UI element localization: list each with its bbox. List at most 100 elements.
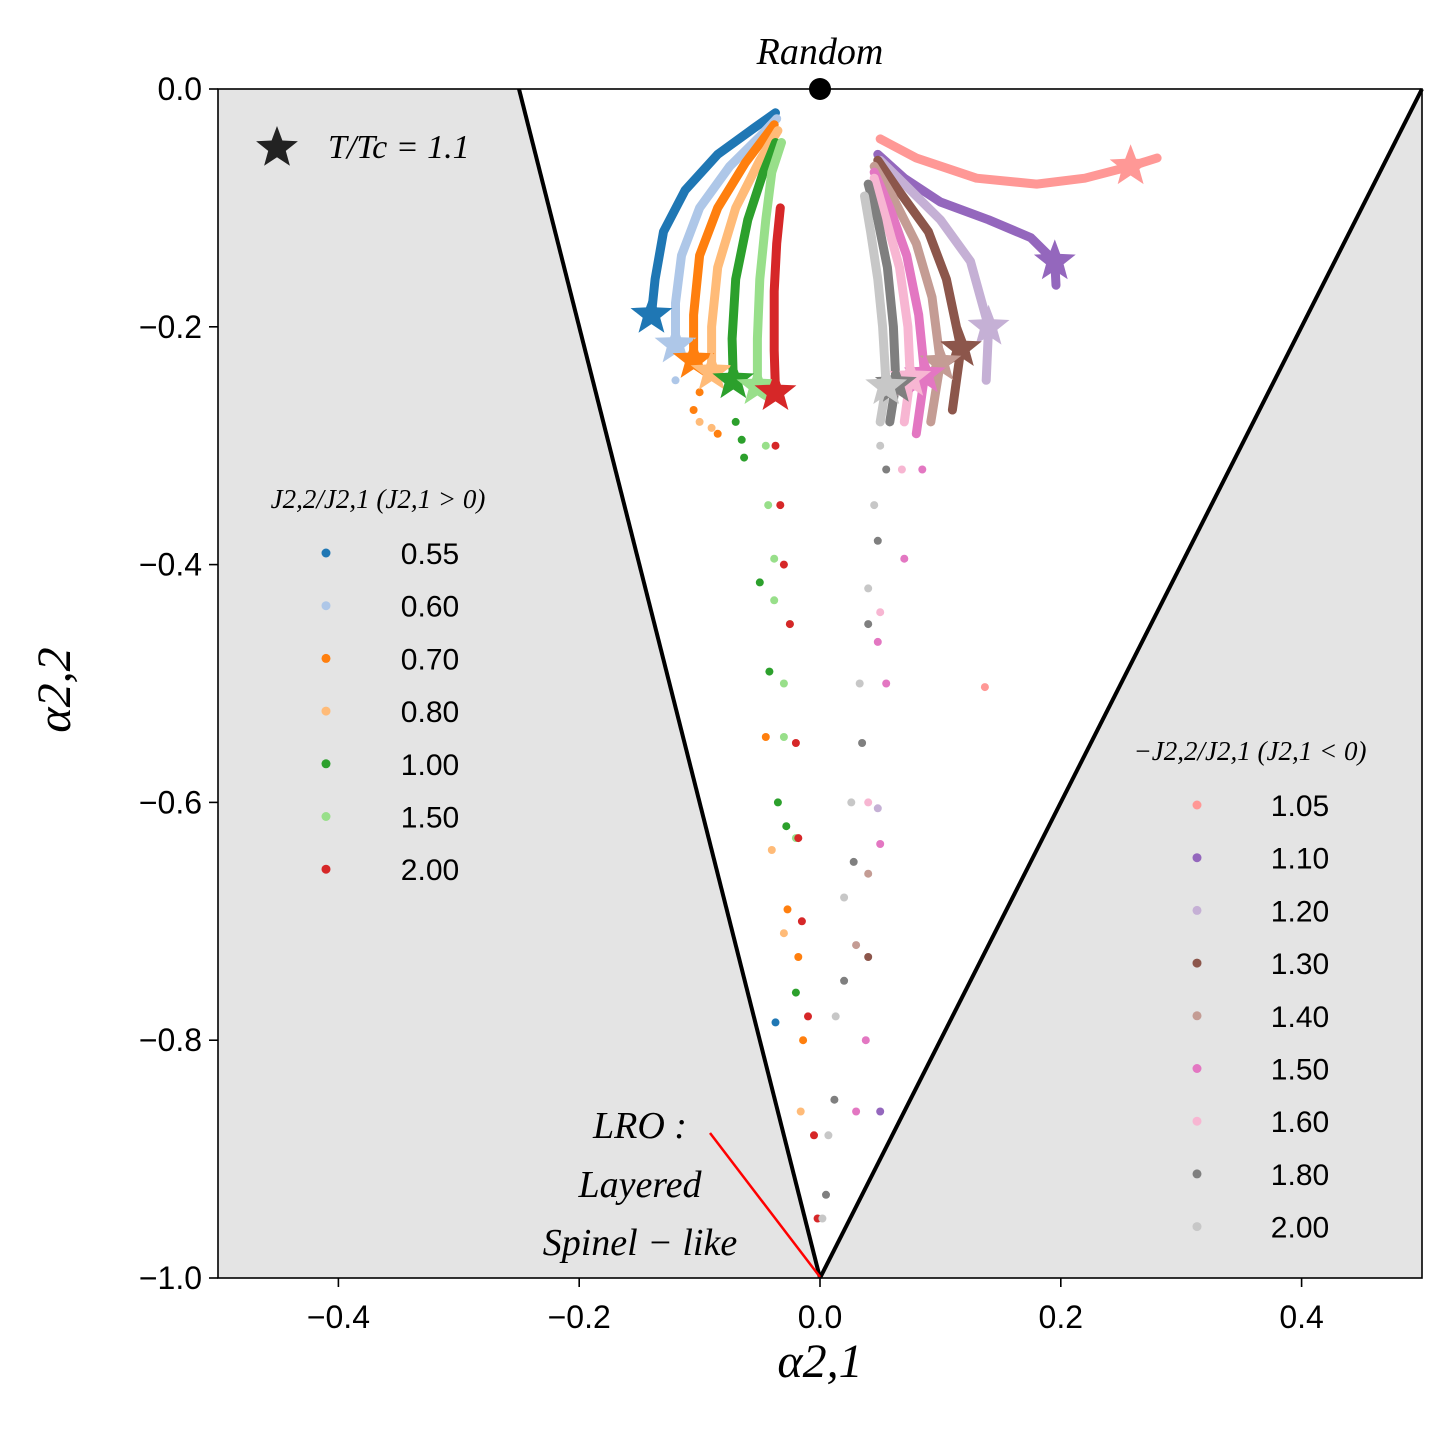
series-star-1.30 (939, 326, 982, 366)
legend-negative-entry-marker (1192, 958, 1202, 968)
legend-negative-entry-label: 1.05 (1271, 790, 1329, 823)
y-tick-label: −0.6 (139, 784, 202, 820)
legend-positive-entry-label: 0.60 (401, 591, 459, 624)
series-point-2.00 (847, 798, 856, 807)
star-legend-label: T/Tc = 1.1 (328, 129, 470, 166)
series-point-0.70 (783, 905, 792, 914)
series-point-1.60 (897, 465, 906, 474)
legend-negative-entry-label: 1.50 (1271, 1054, 1329, 1087)
series-curve-1.00 (727, 138, 780, 385)
series-point-1.50 (873, 637, 882, 646)
series-star-1.05 (1109, 144, 1152, 185)
series-point-1.00 (791, 988, 800, 997)
series-point-1.60 (864, 798, 873, 807)
series-point-0.60 (671, 376, 680, 385)
legend-negative-entry-label: 1.10 (1271, 843, 1329, 876)
series-point-0.80 (779, 929, 788, 938)
series-point-1.80 (882, 465, 891, 474)
series-point-1.50 (764, 501, 773, 510)
series-point-0.70 (713, 429, 722, 438)
lro-annotation-line-3: Spinel − like (543, 1222, 738, 1264)
series-curve-1.30 (873, 155, 966, 415)
series-star-0.80 (690, 350, 733, 390)
legend-positive-entries: 0.55 0.60 0.70 0.80 1.00 1.50 2.00 (321, 538, 459, 887)
random-label: Random (756, 31, 884, 73)
series-point-0.80 (767, 846, 776, 854)
legend-negative-entry-label: 1.40 (1271, 1001, 1329, 1034)
series-point-2.00 (779, 560, 788, 569)
legend-positive-entry-marker (321, 548, 331, 558)
x-axis-ticks: −0.4 −0.2 0.0 0.2 0.4 (307, 1278, 1324, 1335)
series-point-1.50 (770, 554, 779, 563)
legend-negative-entry-marker (1192, 853, 1202, 863)
series-point-0.70 (794, 953, 803, 961)
series-point-2.00 (797, 917, 806, 926)
series-point-1.10 (876, 1107, 885, 1116)
series-star-1.50 (736, 364, 779, 404)
series-point-2.00 (810, 1131, 818, 1140)
series-point-0.70 (761, 733, 770, 741)
legend-negative-entry-marker (1192, 800, 1202, 810)
series-star-1.20 (967, 304, 1010, 345)
y-axis-ticks: 0.0 −0.2 −0.4 −0.6 −0.8 −1.0 (139, 71, 218, 1296)
series-point-1.50 (876, 840, 885, 848)
series-point-0.70 (799, 1036, 808, 1045)
series-star-2.00 (865, 364, 908, 404)
series-point-2.00 (831, 1012, 840, 1021)
series-star-1.60 (889, 355, 932, 396)
series-point-1.50 (761, 441, 770, 450)
legend-positive-entry-marker (321, 864, 331, 874)
series-point-2.00 (791, 739, 800, 747)
lro-annotation-line-2: Layered (577, 1164, 702, 1206)
series-curve-0.55 (646, 108, 780, 320)
right-boundary-line (818, 88, 1424, 1279)
legend-positive-entry-marker (321, 706, 331, 716)
legend-positive-entry-label: 2.00 (401, 854, 459, 887)
series-point-0.80 (707, 423, 716, 432)
x-tick-label: −0.4 (307, 1299, 370, 1335)
series-star-1.40 (919, 340, 962, 381)
series-star-0.60 (654, 322, 697, 363)
legend-positive-title: J2,2/J2,1 (J2,1 > 0) (271, 484, 486, 514)
series-point-0.70 (695, 388, 704, 397)
series-point-1.50 (779, 679, 788, 688)
series-point-1.50 (900, 554, 909, 563)
forbidden-region-left (218, 89, 820, 1278)
series-point-1.40 (864, 869, 873, 878)
series-point-1.00 (731, 417, 740, 426)
legend-positive-entry-marker (321, 601, 331, 611)
lro-pointer-line (709, 1132, 821, 1278)
y-tick-label: −0.2 (139, 309, 202, 345)
series-point-1.00 (782, 822, 791, 831)
critical-temperature-stars (630, 144, 1152, 410)
legend-positive-entry-label: 0.55 (401, 538, 459, 571)
legend-negative-entry-marker (1192, 1116, 1202, 1126)
legend-negative-entry-label: 1.30 (1271, 948, 1329, 981)
series-point-1.50 (852, 1107, 861, 1116)
legend-positive: J2,2/J2,1 (J2,1 > 0) 0.55 0.60 0.70 0.80 1.0… (271, 484, 486, 887)
series-point-2.00 (776, 501, 785, 510)
series-point-1.80 (864, 620, 873, 629)
series-point-1.20 (873, 804, 882, 813)
series-point-1.80 (858, 739, 867, 747)
star-legend: T/Tc = 1.1 (256, 126, 470, 166)
series-point-2.00 (824, 1131, 833, 1140)
legend-negative-entries: 1.05 1.10 1.20 1.30 1.40 1.50 1.60 1.80 2.00 (1192, 790, 1329, 1245)
series-point-1.30 (864, 953, 873, 961)
x-tick-label: 0.4 (1279, 1299, 1323, 1335)
x-tick-label: 0.0 (798, 1299, 842, 1335)
y-tick-label: −0.4 (139, 547, 202, 583)
series-point-1.00 (765, 667, 774, 676)
series-point-0.80 (695, 417, 704, 426)
legend-negative-entry-label: 2.00 (1271, 1212, 1329, 1245)
series-point-1.50 (779, 733, 788, 741)
legend-negative-entry-label: 1.20 (1271, 895, 1329, 928)
legend-positive-entry-marker (321, 812, 331, 821)
y-tick-label: −1.0 (139, 1260, 202, 1296)
legend-negative-entry-marker (1192, 1064, 1202, 1073)
legend-negative-entry-label: 1.80 (1271, 1159, 1329, 1192)
series-point-2.00 (804, 1012, 812, 1021)
x-axis-label: α2,1 (777, 1335, 862, 1388)
series-point-1.50 (918, 465, 927, 474)
